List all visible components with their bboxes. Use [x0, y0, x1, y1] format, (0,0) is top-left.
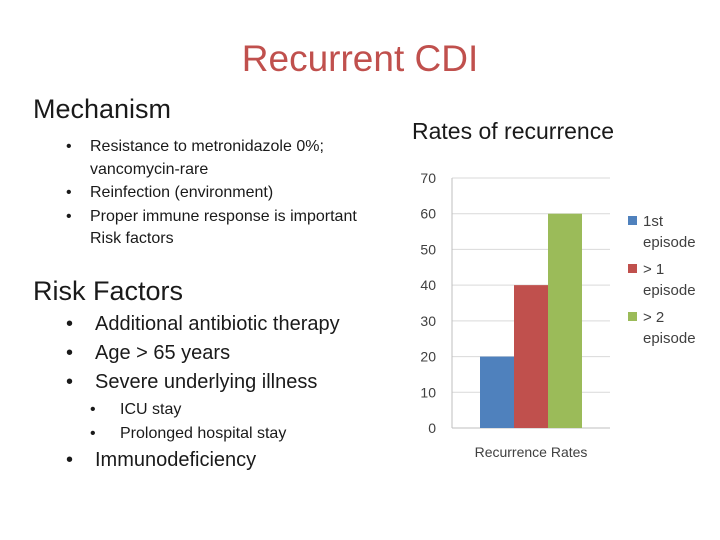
y-tick-label: 50	[420, 241, 436, 257]
list-item-text: Age > 65 years	[95, 342, 231, 364]
legend-swatch	[628, 312, 637, 321]
bullet-icon: •	[90, 425, 96, 442]
list-item: • Age > 65 years	[66, 339, 340, 368]
risk-factors-last-list: • Immunodeficiency	[66, 446, 256, 474]
bullet-icon: •	[66, 342, 74, 364]
x-tick-label: Recurrence Rates	[475, 444, 588, 460]
bullet-icon: •	[66, 138, 72, 155]
bullet-icon: •	[90, 401, 96, 418]
legend-label: 1st episode	[643, 213, 696, 251]
list-item-text: Reinfection (environment)	[90, 184, 274, 201]
list-item: • Resistance to metronidazole 0%; vancomy…	[66, 136, 386, 181]
legend-swatch	[628, 264, 637, 273]
mechanism-list: • Resistance to metronidazole 0%; vancomy…	[66, 136, 386, 252]
list-item: • Additional antibiotic therapy	[66, 310, 340, 339]
y-tick-label: 10	[420, 384, 436, 400]
list-item: • Immunodeficiency	[66, 446, 256, 474]
list-item-text: Severe underlying illness	[95, 371, 318, 393]
list-item: • Reinfection (environment)	[66, 182, 386, 205]
bar	[548, 213, 582, 428]
bullet-icon: •	[66, 313, 74, 335]
list-item: • Prolonged hospital stay	[90, 422, 286, 446]
list-item-text: Proper immune response is important Risk…	[90, 207, 357, 248]
list-item-text: Additional antibiotic therapy	[95, 313, 340, 335]
y-tick-label: 20	[420, 349, 436, 365]
list-item-text: ICU stay	[120, 401, 182, 418]
list-item-text: Resistance to metronidazole 0%; vancomyc…	[90, 138, 324, 178]
bar	[514, 285, 548, 428]
list-item: • Severe underlying illness	[66, 368, 340, 397]
list-item: • ICU stay	[90, 398, 286, 422]
legend-label: > 2 episode	[643, 309, 696, 347]
chart-heading: Rates of recurrence	[412, 118, 614, 144]
y-tick-label: 0	[428, 420, 436, 436]
legend-swatch	[628, 216, 637, 225]
bullet-icon: •	[66, 449, 74, 471]
list-item-text: Prolonged hospital stay	[120, 425, 287, 442]
y-tick-label: 70	[420, 170, 436, 186]
list-item-text: Immunodeficiency	[95, 449, 257, 471]
risk-factors-heading: Risk Factors	[33, 276, 184, 306]
risk-factors-list: • Additional antibiotic therapy • Age > 65…	[66, 310, 340, 397]
bullet-icon: •	[66, 184, 72, 201]
risk-factors-sublist: • ICU stay • Prolonged hospital stay	[90, 398, 286, 446]
bar	[480, 356, 514, 428]
bullet-icon: •	[66, 371, 74, 393]
mechanism-heading: Mechanism	[33, 94, 172, 124]
y-tick-label: 30	[420, 313, 436, 329]
y-tick-label: 40	[420, 277, 436, 293]
legend-label: > 1 episode	[643, 261, 696, 299]
slide-title: Recurrent CDI	[241, 38, 479, 79]
y-tick-label: 60	[420, 206, 436, 222]
bullet-icon: •	[66, 207, 72, 225]
list-item: • Proper immune response is important Ris…	[66, 206, 386, 251]
